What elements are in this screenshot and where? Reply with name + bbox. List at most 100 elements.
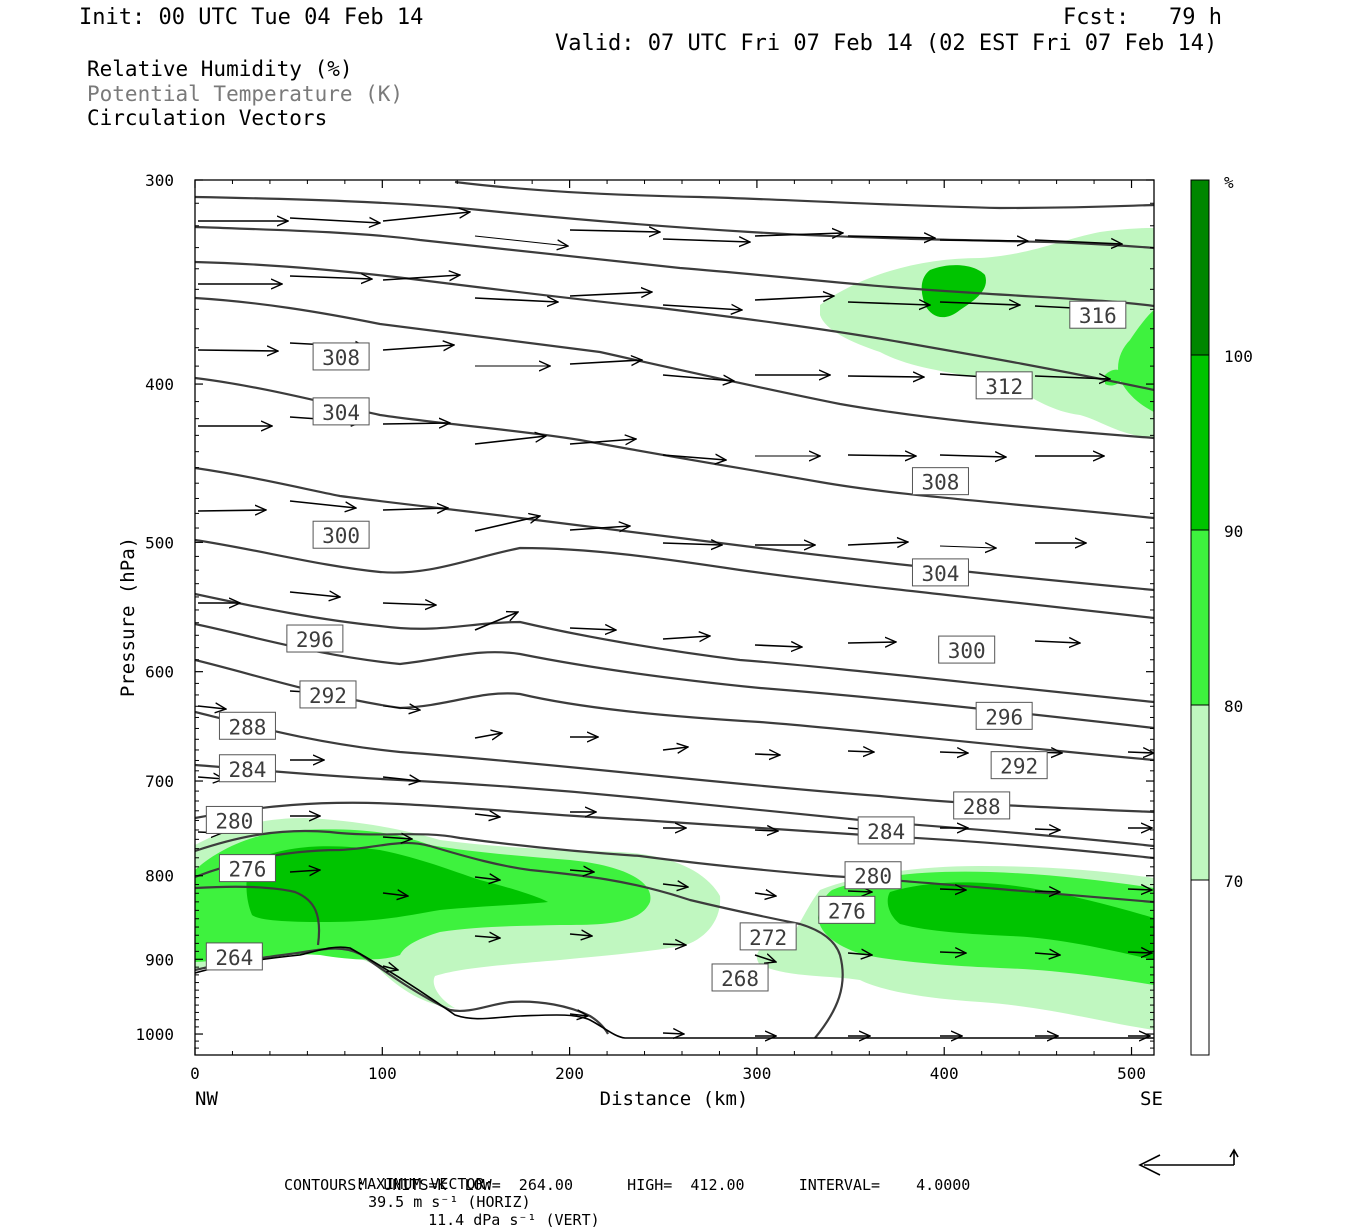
contour-label-text: 316 xyxy=(1079,304,1117,328)
colorbar-unit: % xyxy=(1224,173,1234,192)
forecast-hour: Fcst: 79 h xyxy=(1063,5,1222,30)
contour-label: 280 xyxy=(844,861,902,890)
contour-label: 312 xyxy=(975,371,1033,400)
x-tick-label: 400 xyxy=(930,1064,959,1083)
contour-label-box xyxy=(739,922,797,951)
contour-label-box xyxy=(990,751,1048,780)
contour-label: 304 xyxy=(911,558,969,587)
contour-label: 316 xyxy=(1069,300,1127,329)
contour-label: 288 xyxy=(953,791,1011,820)
contour-label-text: 304 xyxy=(322,401,360,425)
y-tick-label: 800 xyxy=(145,867,174,886)
contour-label: 272 xyxy=(739,922,797,951)
contour-label-text: 288 xyxy=(228,715,266,739)
contour-label-box xyxy=(218,711,276,740)
contour-label-box xyxy=(911,558,969,587)
y-tick-label: 1000 xyxy=(135,1025,174,1044)
contour-label-box xyxy=(286,624,344,653)
contour-label-text: 300 xyxy=(948,639,986,663)
contour-info: CONTOURS: UNITS=K LOW= 264.00 HIGH= 412.… xyxy=(284,1176,971,1194)
contour-label-box xyxy=(975,701,1033,730)
contour-label: 304 xyxy=(312,397,370,426)
contour-label: 300 xyxy=(312,520,370,549)
contour-label-text: 272 xyxy=(749,926,787,950)
y-tick-label: 600 xyxy=(145,663,174,682)
x-axis-title: Distance (km) xyxy=(600,1088,749,1110)
circulation-vectors xyxy=(197,212,1154,1036)
contour-label-text: 288 xyxy=(963,795,1001,819)
x-axis-left-end-label: NW xyxy=(195,1088,218,1110)
contour-label-text: 276 xyxy=(828,899,866,923)
contour-label-box xyxy=(218,854,276,883)
contour-label-box xyxy=(312,520,370,549)
contour-label-text: 284 xyxy=(228,758,266,782)
contour-label: 284 xyxy=(857,816,915,845)
contour-label: 296 xyxy=(286,624,344,653)
colorbar-level-70: 70 xyxy=(1224,872,1243,891)
contour-label-box xyxy=(911,467,969,496)
contour-label-text: 296 xyxy=(985,705,1023,729)
contour-label: 292 xyxy=(990,751,1048,780)
contour-label: 264 xyxy=(205,942,263,971)
contour-label: 284 xyxy=(218,754,276,783)
contour-labels: 316 312 308 308 304 304 300 300 296 296 292 292 288 2… xyxy=(205,300,1127,992)
contour-label-text: 304 xyxy=(922,562,960,586)
contour-label-box xyxy=(205,805,263,834)
contour-label: 300 xyxy=(938,635,996,664)
y-tick-label: 900 xyxy=(145,950,174,969)
contour-label-text: 308 xyxy=(322,346,360,370)
x-axis-right-end-label: SE xyxy=(1140,1088,1163,1110)
init-time: Init: 00 UTC Tue 04 Feb 14 xyxy=(79,5,424,30)
legend-circulation-vectors: Circulation Vectors xyxy=(87,106,328,130)
axes: 300 400 500 600 700 800 900 1000 0 100 200 300 400 50… xyxy=(135,171,1154,1083)
y-tick-label: 300 xyxy=(145,171,174,190)
contour-label-text: 308 xyxy=(922,471,960,495)
contour-label-box xyxy=(312,397,370,426)
colorbar-level-100: 100 xyxy=(1224,347,1253,366)
contour-label: 280 xyxy=(205,805,263,834)
contour-label: 308 xyxy=(312,342,370,371)
legend-relative-humidity: Relative Humidity (%) xyxy=(87,57,353,81)
contour-label: 308 xyxy=(911,467,969,496)
max-vector-vertical: 11.4 dPa s⁻¹ (VERT) xyxy=(428,1211,600,1229)
reference-vector xyxy=(1138,1148,1239,1176)
x-tick-label: 500 xyxy=(1117,1064,1146,1083)
y-tick-label: 400 xyxy=(145,375,174,394)
legend-potential-temperature: Potential Temperature (K) xyxy=(87,82,404,106)
y-tick-label: 700 xyxy=(145,772,174,791)
contour-label-box xyxy=(205,942,263,971)
contour-label-box xyxy=(975,371,1033,400)
contour-label-text: 300 xyxy=(322,524,360,548)
colorbar xyxy=(1190,179,1210,1056)
contour-label-box xyxy=(218,754,276,783)
contour-label-box xyxy=(857,816,915,845)
y-tick-label: 500 xyxy=(145,533,174,552)
x-tick-label: 300 xyxy=(742,1064,771,1083)
contour-label-box xyxy=(844,861,902,890)
colorbar-level-90: 90 xyxy=(1224,522,1243,541)
contour-label-text: 280 xyxy=(854,865,892,889)
x-tick-label: 0 xyxy=(190,1064,200,1083)
contour-label: 268 xyxy=(711,963,769,992)
contour-label: 292 xyxy=(299,680,357,709)
x-tick-label: 100 xyxy=(368,1064,397,1083)
contour-label-text: 268 xyxy=(721,967,759,991)
contour-label-text: 264 xyxy=(215,946,253,970)
contour-label-box xyxy=(711,963,769,992)
colorbar-level-80: 80 xyxy=(1224,697,1243,716)
contour-label: 296 xyxy=(975,701,1033,730)
contour-label: 288 xyxy=(218,711,276,740)
cross-section-chart: % 100 90 80 70 xyxy=(117,171,1253,1176)
y-axis-title: Pressure (hPa) xyxy=(117,537,139,697)
contour-label-box xyxy=(818,895,876,924)
plot-frame xyxy=(194,179,1155,1056)
contour-label-box xyxy=(1069,300,1127,329)
contour-label-box xyxy=(299,680,357,709)
contour-label-box xyxy=(938,635,996,664)
x-tick-label: 200 xyxy=(555,1064,584,1083)
contour-label-text: 280 xyxy=(215,809,253,833)
contour-label: 276 xyxy=(218,854,276,883)
contour-label-text: 296 xyxy=(296,628,334,652)
contour-label-text: 276 xyxy=(228,858,266,882)
contour-label-box xyxy=(953,791,1011,820)
